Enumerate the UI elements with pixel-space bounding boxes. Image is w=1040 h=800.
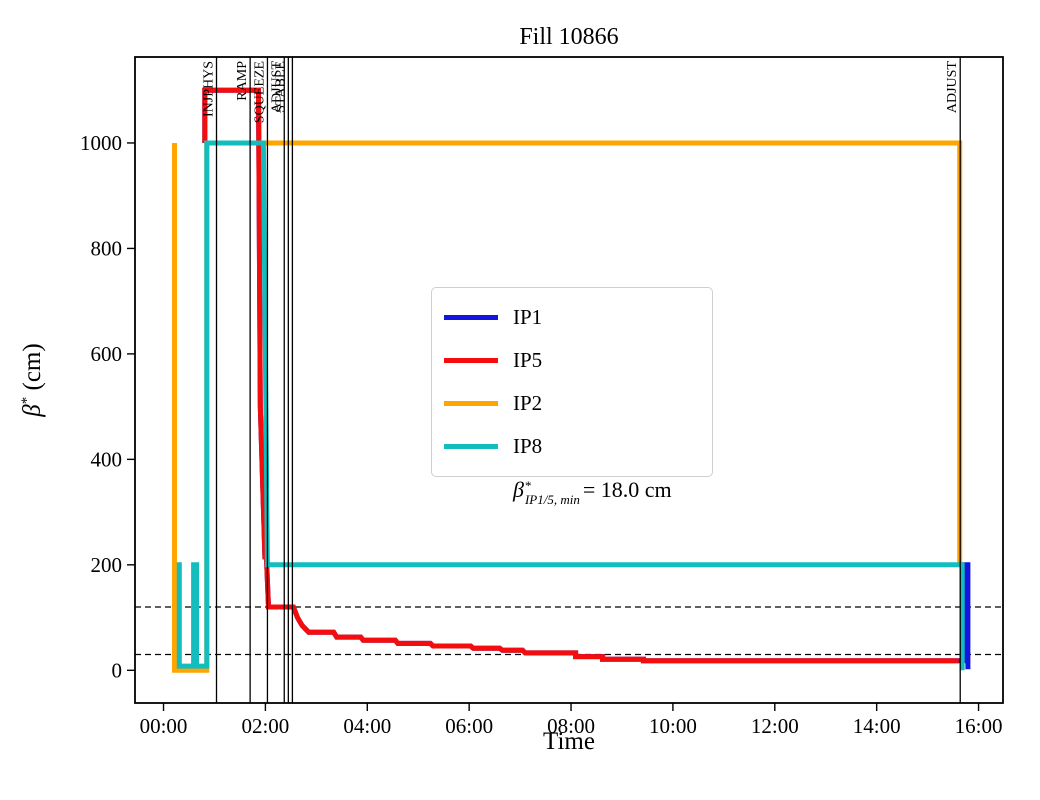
x-tick-label: 16:00 [955, 714, 1003, 738]
legend-swatch-ip1 [444, 315, 498, 320]
legend-entry-ip5: IP5 [444, 339, 700, 382]
x-tick-label: 10:00 [649, 714, 697, 738]
legend-box: IP1 IP5 IP2 IP8 β * IP1/5, min = 18.0 cm [431, 287, 713, 506]
y-tick-label: 200 [91, 553, 123, 577]
legend-swatch-ip8 [444, 444, 498, 449]
legend-label-ip5: IP5 [513, 348, 543, 372]
y-axis-label-sup: * [19, 396, 35, 405]
x-axis-label: Time [543, 728, 595, 755]
x-tick-label: 04:00 [343, 714, 391, 738]
plot-border [134, 56, 1004, 704]
legend-swatch-ip2 [444, 401, 498, 406]
x-tick-label: 08:00 [547, 714, 595, 738]
dashed-reference-lines [135, 606, 1003, 656]
x-tick-label: 02:00 [241, 714, 289, 738]
event-label-squeeze: SQUEEZE [252, 61, 267, 123]
beta-min-value: = 18.0 cm [582, 477, 672, 502]
event-label-adjust: ADJUST [945, 61, 960, 114]
beta-subscript: IP1/5, min [524, 492, 580, 507]
y-tick-label: 400 [91, 447, 123, 471]
chart-title: Fill 10866 [519, 24, 619, 50]
y-tick-label: 800 [91, 236, 123, 260]
legend-swatch-ip5 [444, 358, 498, 363]
y-tick-label: 600 [91, 342, 123, 366]
y-axis-label-unit: (cm) [19, 343, 46, 397]
event-label-injphys: INJPHYS [202, 61, 217, 117]
legend-label-ip2: IP2 [513, 391, 543, 415]
beta-superscript: * [524, 478, 532, 494]
beta-sup-sub: * IP1/5, min [525, 479, 580, 506]
beta-symbol: β [513, 477, 524, 502]
y-tick-label: 1000 [80, 131, 122, 155]
legend-entry-ip2: IP2 [444, 382, 700, 425]
legend-label-ip8: IP8 [513, 434, 543, 458]
x-tick-label: 06:00 [445, 714, 493, 738]
y-axis-label: β* (cm) [19, 270, 49, 490]
legend-label-ip1: IP1 [513, 305, 543, 329]
x-tick-label: 00:00 [140, 714, 188, 738]
y-axis-label-beta: β [19, 404, 46, 417]
axis-ticks-and-labels: 00:00 02:00 04:00 06:00 08:00 10:00 12:00 14:00… [80, 131, 1002, 738]
event-label-stable: STABLE [273, 61, 288, 113]
x-tick-label: 12:00 [751, 714, 799, 738]
x-tick-label: 14:00 [853, 714, 901, 738]
event-label-adjust: ADJUST [269, 61, 284, 114]
legend-entry-ip1: IP1 [444, 296, 700, 339]
event-lines [215, 57, 961, 703]
y-tick-label: 0 [112, 658, 123, 682]
event-label-ramp: RAMP [235, 61, 250, 101]
legend-annotation-beta-min: β * IP1/5, min = 18.0 cm [513, 468, 700, 512]
legend-entry-ip8: IP8 [444, 425, 700, 468]
